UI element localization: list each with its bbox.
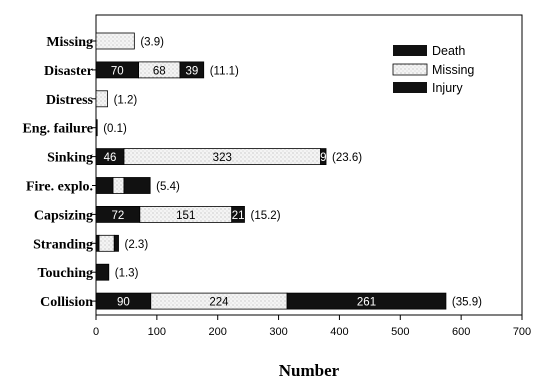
category-label-distress: Distress [46,93,94,108]
bar-missing-missing [95,32,135,50]
data-label-collision-missing: 224 [209,297,229,309]
category-labels: Missing Disaster Distress Eng. failure Sinki… [22,35,96,310]
data-label-disaster-injury: 39 [185,65,198,77]
bar-end-label-distress: (1.2) [114,94,138,106]
legend-label-injury: Injury [432,81,463,95]
x-axis-ticks: 0 100 200 300 400 500 600 700 [93,315,531,338]
data-label-disaster-death: 70 [111,65,124,77]
bar-collision-injury [286,292,447,310]
category-label-touching: Touching [37,266,93,281]
category-label-stranding: Stranding [33,237,93,252]
bar-disaster-injury [179,61,205,79]
legend-swatch-missing [392,63,428,76]
bar-end-label-stranding: (2.3) [125,239,149,251]
bars-layer: (3.9) 70 68 39 (11.1) (1.2) (0.1) 46 323 9 (23.6) (… [95,32,482,310]
bar-end-label-missing: (3.9) [140,37,164,49]
category-label-sinking: Sinking [47,151,93,166]
bar-stranding-injury [113,234,119,252]
bar-end-label-collision: (35.9) [452,297,482,309]
legend-swatch-injury [393,82,427,93]
x-tick-label: 500 [391,326,409,338]
bar-end-label-disaster: (11.1) [210,65,239,77]
bar-fire-explo-death [95,177,114,194]
category-label-fire-explo: Fire. explo. [26,180,93,195]
category-label-capsizing: Capsizing [34,208,93,223]
x-tick-label: 700 [513,326,531,338]
bar-fire-explo-injury [123,177,151,194]
bar-end-label-eng-failure: (0.1) [103,123,127,135]
bar-end-label-capsizing: (15.2) [250,210,280,222]
bar-end-label-touching: (1.3) [115,268,139,280]
x-axis-title: Number [279,361,340,380]
category-label-collision: Collision [40,295,93,310]
data-label-sinking-injury: 9 [320,152,326,164]
category-label-eng-failure: Eng. failure [22,122,93,137]
category-label-disaster: Disaster [44,64,93,79]
data-label-capsizing-injury: 21 [232,210,245,222]
bar-eng-failure-injury [95,119,98,137]
bar-touching-death [95,263,110,281]
legend-label-missing: Missing [432,63,474,77]
x-tick-label: 400 [330,326,348,338]
data-label-capsizing-missing: 151 [176,210,195,222]
bar-capsizing-injury [231,205,245,223]
x-tick-label: 0 [93,326,99,338]
x-tick-label: 300 [269,326,287,338]
legend: Death Missing Injury [392,44,474,95]
bar-stranding-missing [98,234,115,252]
legend-label-death: Death [432,44,465,58]
category-label-missing: Missing [46,35,93,50]
bar-end-label-fire-explo: (5.4) [156,181,180,193]
bar-sinking-injury [320,148,327,166]
data-label-collision-injury: 261 [357,297,376,309]
x-tick-label: 600 [452,326,470,338]
data-label-capsizing-death: 72 [112,210,125,222]
data-label-sinking-death: 46 [104,152,117,164]
data-label-disaster-missing: 68 [153,65,166,77]
bar-stranding-death [95,234,100,252]
x-tick-label: 100 [148,326,166,338]
data-label-sinking-missing: 323 [213,152,232,164]
x-tick-label: 200 [209,326,227,338]
data-label-collision-death: 90 [117,297,130,309]
bar-distress-missing [95,90,108,108]
legend-swatch-death [393,45,427,56]
bar-fire-explo-missing [112,177,125,194]
bar-end-label-sinking: (23.6) [332,152,362,164]
